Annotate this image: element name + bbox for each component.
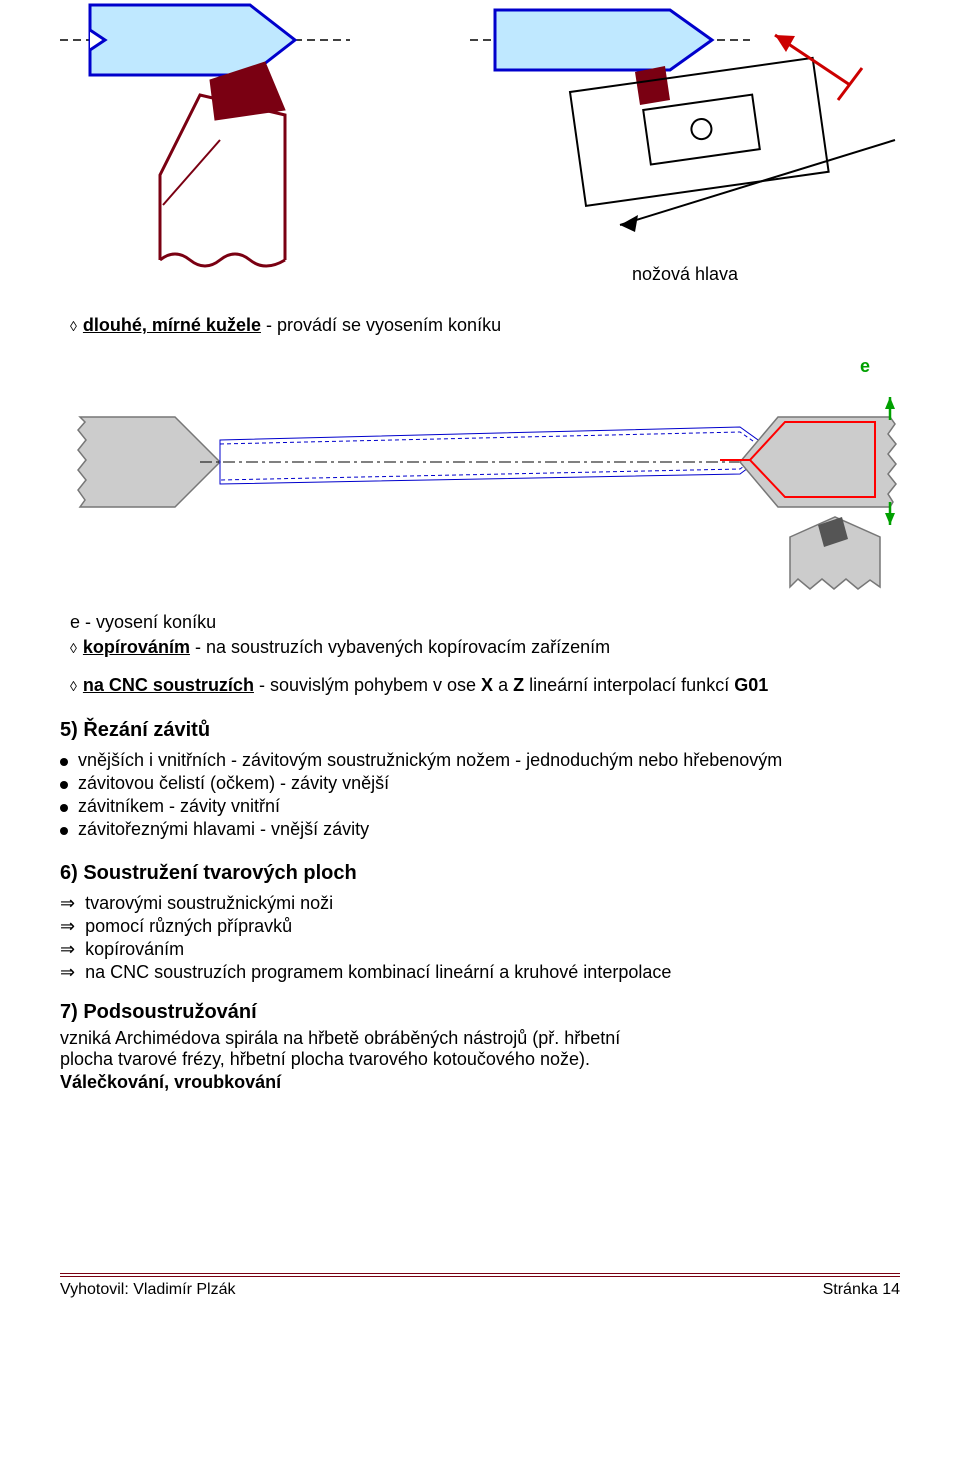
diamond-icon: ◊: [70, 637, 77, 659]
label-e: e: [860, 356, 870, 377]
sec7-line: plocha tvarové frézy, hřbetní plocha tva…: [60, 1049, 900, 1070]
arrow-icon: ⇒: [60, 916, 75, 937]
footer-author: Vyhotovil: Vladimír Plzák: [60, 1281, 235, 1299]
sec5-text: závitovou čelistí (očkem) - závity vnějš…: [78, 773, 389, 794]
arrow-icon: ⇒: [60, 893, 75, 914]
bullet-icon: [60, 781, 68, 789]
sec6-text: na CNC soustruzích programem kombinací l…: [85, 962, 671, 983]
heading-5: 5) Řezání závitů: [60, 719, 900, 742]
arrow-icon: ⇒: [60, 939, 75, 960]
sec5-text: závitníkem - závity vnitřní: [78, 796, 280, 817]
arrow-icon: ⇒: [60, 962, 75, 983]
bullet-icon: [60, 758, 68, 766]
label-tool-head: nožová hlava: [470, 264, 900, 285]
bullet-text: dlouhé, mírné kužele - provádí se vyosen…: [83, 315, 501, 336]
sec7-line: vzniká Archimédova spirála na hřbetě obr…: [60, 1028, 900, 1049]
footer-page: Stránka 14: [823, 1281, 900, 1299]
bullet-copy: ◊ kopírováním - na soustruzích vybavenýc…: [70, 637, 900, 659]
bullet-icon: [60, 827, 68, 835]
sec6-item: ⇒ tvarovými soustružnickými noži: [60, 893, 900, 914]
sec5-item: vnějších i vnitřních - závitovým soustru…: [60, 750, 900, 771]
sec5-item: závitníkem - závity vnitřní: [60, 796, 900, 817]
figure-top-row: nožová hlava: [60, 0, 900, 285]
sec7-line: Válečkování, vroubkování: [60, 1072, 900, 1093]
bullet-text: na CNC soustruzích - souvislým pohybem v…: [83, 675, 768, 696]
bullet-icon: [60, 804, 68, 812]
sec5-text: vnějších i vnitřních - závitovým soustru…: [78, 750, 782, 771]
sec5-text: závitořeznými hlavami - vnější závity: [78, 819, 369, 840]
sec6-text: pomocí různých přípravků: [85, 916, 292, 937]
heading-6: 6) Soustružení tvarových ploch: [60, 862, 900, 885]
figure-tailstock-offset: e: [60, 362, 900, 592]
sec6-item: ⇒ na CNC soustruzích programem kombinací …: [60, 962, 900, 983]
diamond-icon: ◊: [70, 675, 77, 697]
sec6-text: tvarovými soustružnickými noži: [85, 893, 333, 914]
bullet-long-cones: ◊ dlouhé, mírné kužele - provádí se vyos…: [70, 315, 900, 337]
sec6-item: ⇒ kopírováním: [60, 939, 900, 960]
legend-e: e - vyosení koníku: [70, 612, 900, 633]
sec6-item: ⇒ pomocí různých přípravků: [60, 916, 900, 937]
sec6-text: kopírováním: [85, 939, 184, 960]
diagram-tool-holder-left: [60, 0, 380, 275]
sec5-item: závitořeznými hlavami - vnější závity: [60, 819, 900, 840]
page-footer: Vyhotovil: Vladimír Plzák Stránka 14: [60, 1273, 900, 1299]
diagram-tool-head-right: nožová hlava: [470, 0, 900, 285]
bullet-text: kopírováním - na soustruzích vybavených …: [83, 637, 610, 658]
heading-7: 7) Podsoustružování: [60, 1001, 900, 1024]
sec5-item: závitovou čelistí (očkem) - závity vnějš…: [60, 773, 900, 794]
bullet-cnc: ◊ na CNC soustruzích - souvislým pohybem…: [70, 675, 900, 697]
diamond-icon: ◊: [70, 315, 77, 337]
